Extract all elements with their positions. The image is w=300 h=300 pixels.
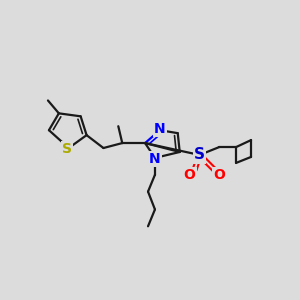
Text: N: N (149, 152, 161, 166)
Text: S: S (62, 142, 72, 156)
Text: O: O (213, 168, 225, 182)
Text: O: O (184, 168, 196, 182)
Text: N: N (154, 122, 166, 136)
Text: S: S (194, 148, 205, 163)
